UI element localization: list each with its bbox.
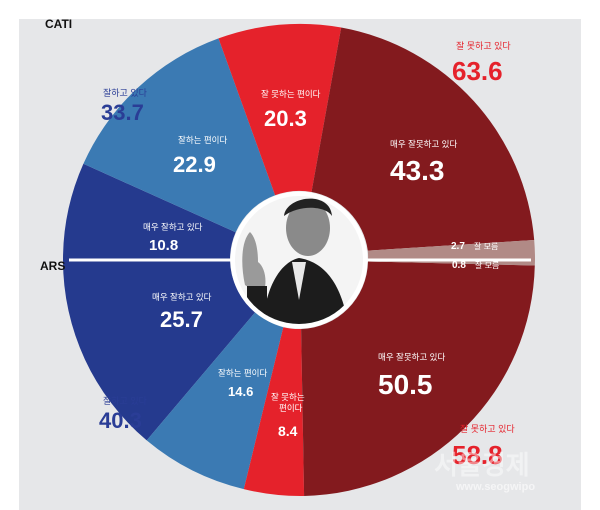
ars-segment-very-good — [62, 260, 256, 441]
ars-segments — [62, 260, 535, 497]
cati-seg-very-good-value: 10.8 — [149, 237, 178, 254]
cati-positive-value: 33.7 — [101, 100, 144, 125]
ars-seg-very-good-value: 25.7 — [160, 307, 203, 332]
ars-label: ARS — [40, 259, 65, 273]
ars-seg-good-label: 잘하는 편이다 — [218, 368, 267, 378]
ars-positive-value: 40.3 — [99, 408, 142, 433]
cati-seg-good-value: 22.9 — [173, 152, 216, 177]
cati-segments — [62, 23, 536, 260]
cati-seg-bad-label: 잘 못하는 편이다 — [261, 89, 321, 99]
cati-seg-unknown-label: 잘 모름 — [474, 242, 498, 251]
ars-negative-label: 잘 못하고 있다 — [460, 423, 515, 434]
ars-segment-good — [146, 312, 284, 490]
cati-seg-very-bad-value: 43.3 — [390, 155, 445, 186]
cati-seg-bad-value: 20.3 — [264, 106, 307, 131]
cati-seg-good-label: 잘하는 편이다 — [178, 135, 227, 145]
ars-seg-very-bad-label: 매우 잘못하고 있다 — [378, 352, 445, 362]
cati-positive-label: 잘하고 있다 — [103, 87, 148, 98]
ars-segment-very-bad — [301, 261, 535, 496]
cati-seg-unknown-value: 2.7 — [451, 241, 465, 252]
ars-seg-bad-label-line2: 편이다 — [279, 403, 303, 413]
ars-seg-unknown-label: 잘 모름 — [475, 261, 499, 270]
cati-segment-very-bad — [311, 27, 535, 251]
cati-negative-value: 63.6 — [452, 56, 503, 86]
cati-label: CATI — [45, 17, 72, 31]
cati-seg-very-bad-label: 매우 잘못하고 있다 — [390, 139, 457, 149]
ars-seg-unknown-value: 0.8 — [452, 260, 466, 271]
watermark-logo: 서울경제 — [434, 451, 530, 481]
president-photo — [230, 191, 368, 329]
ars-positive-label: 잘하고 있다 — [103, 395, 148, 406]
ars-seg-very-good-label: 매우 잘하고 있다 — [152, 292, 212, 302]
ars-seg-very-bad-value: 50.5 — [378, 369, 433, 400]
cati-segment-bad — [218, 23, 342, 196]
ars-segment-bad — [243, 327, 305, 497]
ars-seg-bad-label-line1: 잘 못하는 — [271, 392, 305, 402]
cati-negative-label: 잘 못하고 있다 — [456, 40, 511, 51]
cati-segment-good — [83, 38, 276, 233]
ars-negative-value: 58.8 — [452, 440, 503, 470]
cati-segment-very-good — [62, 163, 236, 260]
cati-seg-very-good-label: 매우 잘하고 있다 — [143, 222, 203, 232]
ars-seg-bad-value: 8.4 — [278, 423, 298, 439]
ars-seg-good-value: 14.6 — [228, 384, 253, 399]
watermark-url: www.seogwipo — [455, 481, 535, 493]
cati-segment-unknown — [367, 240, 536, 260]
